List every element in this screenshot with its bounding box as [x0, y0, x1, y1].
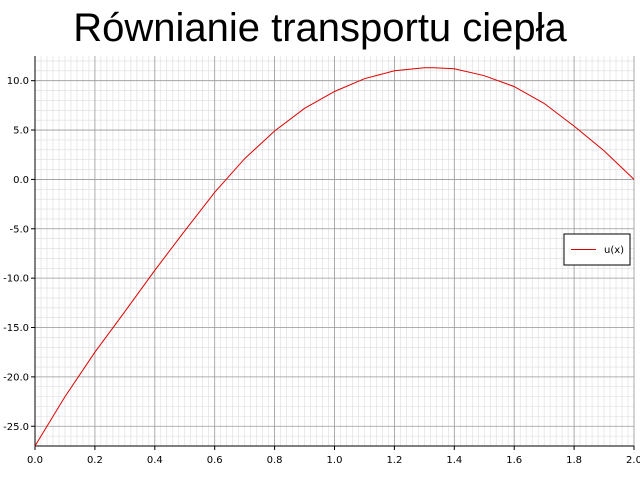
y-tick-labels: 10.0 5.0 0.0 -5.0 -10.0 -15.0 -20.0 -25.0: [3, 76, 35, 433]
y-tick-label: 10.0: [7, 76, 29, 87]
x-tick-label: 2.0: [626, 455, 640, 466]
x-tick-label: 0.4: [147, 455, 163, 466]
y-tick-label: -25.0: [3, 422, 29, 433]
series-layer: [34, 67, 635, 447]
x-tick-label: 1.0: [327, 455, 343, 466]
x-tick-label: 0.8: [267, 455, 283, 466]
x-tick-label: 0.6: [207, 455, 223, 466]
series-line: [34, 67, 635, 447]
legend: u(x): [563, 233, 631, 266]
y-tick-label: -20.0: [3, 372, 29, 383]
x-tick-labels: 0.0 0.2 0.4 0.6 0.8 1.0 1.2 1.4 1.6 1.8 2.0: [27, 446, 640, 466]
x-tick-label: 0.2: [87, 455, 103, 466]
x-tick-label: 0.0: [27, 455, 43, 466]
y-tick-label: -15.0: [3, 323, 29, 334]
y-tick-label: -10.0: [3, 274, 29, 285]
x-tick-label: 1.2: [386, 455, 402, 466]
x-tick-label: 1.8: [566, 455, 582, 466]
chart-title: Równianie transportu ciepła: [73, 6, 567, 50]
major-grid: [34, 56, 635, 446]
x-tick-label: 1.6: [506, 455, 522, 466]
y-tick-label: -5.0: [9, 224, 29, 235]
y-tick-label: 5.0: [13, 126, 29, 137]
x-tick-label: 1.4: [446, 455, 462, 466]
legend-label: u(x): [604, 245, 624, 256]
y-tick-label: 0.0: [13, 175, 29, 186]
